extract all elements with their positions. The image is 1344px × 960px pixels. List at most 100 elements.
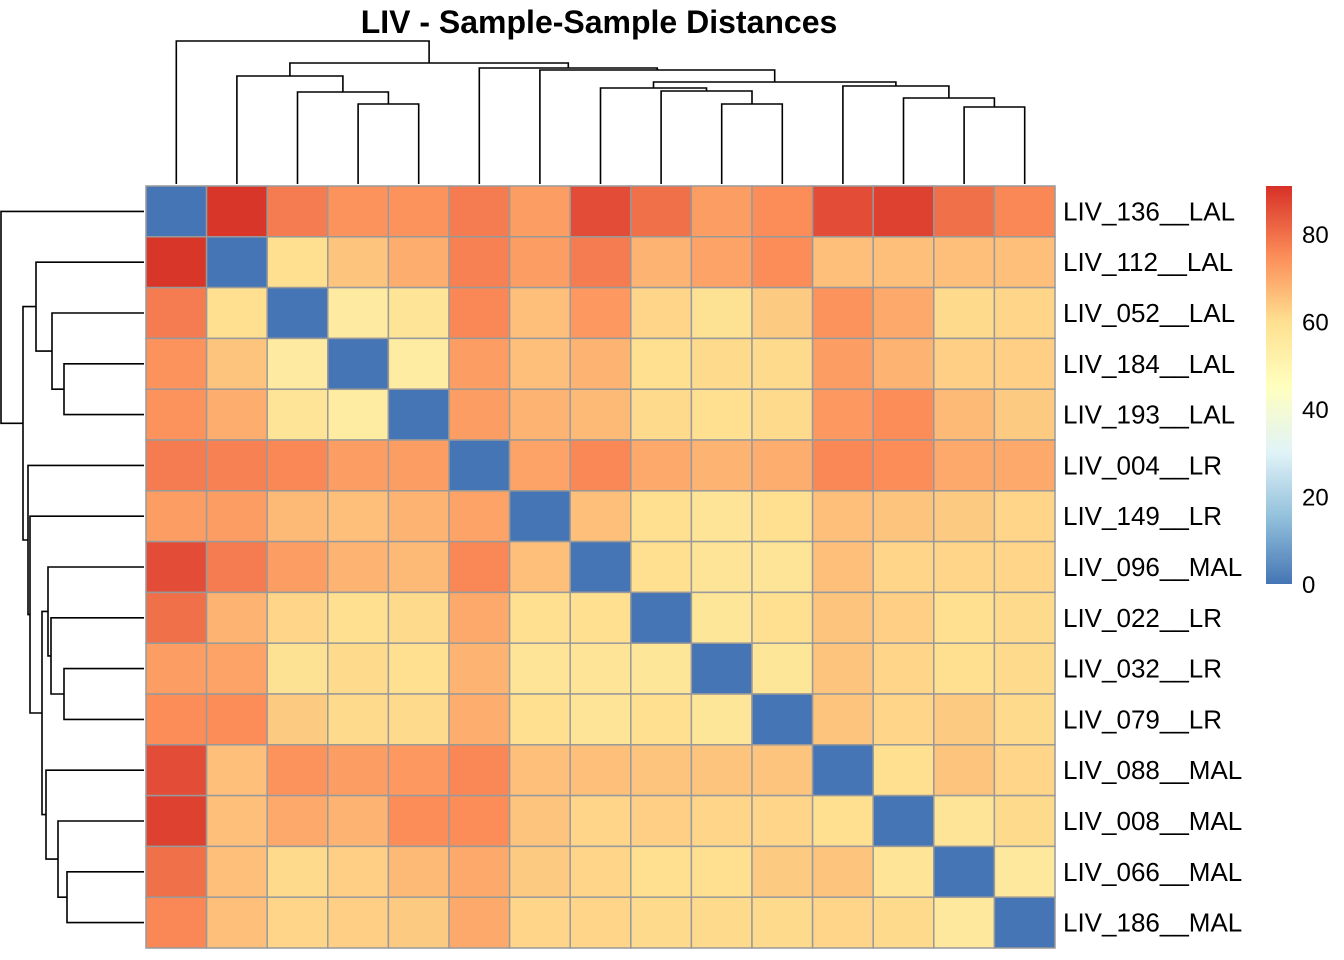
heatmap-cell [569, 591, 632, 644]
heatmap-cell [630, 337, 693, 390]
heatmap-cell [872, 540, 935, 594]
heatmap-cell [872, 642, 935, 695]
heatmap-cell [993, 642, 1056, 695]
heatmap-cell [448, 540, 511, 594]
heatmap-cell [448, 439, 511, 492]
dendrogram-branch [27, 464, 144, 616]
heatmap-cell [569, 896, 632, 949]
heatmap-cell [690, 642, 753, 695]
heatmap-cell [327, 540, 390, 594]
legend-tick-label: 40 [1302, 397, 1329, 424]
heatmap-cell [205, 236, 268, 289]
heatmap-cell [751, 185, 814, 238]
heatmap-cell [933, 337, 996, 390]
heatmap-cell [205, 845, 268, 898]
heatmap-cell [145, 388, 208, 441]
heatmap-cell [569, 236, 632, 289]
dendrogram-branch [29, 515, 144, 714]
heatmap-cell [387, 845, 450, 898]
heatmap-cell [690, 744, 753, 797]
heatmap-cell [508, 642, 571, 695]
heatmap-cell [811, 185, 874, 238]
heatmap-cell [751, 236, 814, 289]
heatmap-cell [205, 388, 268, 441]
heatmap-cell [933, 490, 996, 543]
heatmap-cell [266, 642, 329, 695]
heatmap-cell [933, 794, 996, 848]
heatmap-cell [630, 388, 693, 441]
heatmap-cell [933, 591, 996, 644]
row-label: LIV_088__MAL [1063, 755, 1242, 785]
row-label: LIV_096__MAL [1063, 552, 1242, 582]
heatmap-cell [872, 286, 935, 340]
heatmap-cell [751, 845, 814, 898]
color-legend-ticks: 0 20 40 60 80 [1302, 222, 1329, 599]
heatmap-cell [751, 286, 814, 340]
heatmap-cell [690, 286, 753, 340]
heatmap-cell [569, 845, 632, 898]
heatmap-cell [145, 693, 208, 746]
dendrogram-branch [720, 103, 784, 184]
heatmap-cell [630, 896, 693, 949]
heatmap-cell [569, 540, 632, 594]
heatmap-cell [630, 693, 693, 746]
heatmap-cell [327, 388, 390, 441]
heatmap-cell [387, 744, 450, 797]
dendrogram-branch [63, 363, 144, 416]
heatmap-cell [630, 185, 693, 238]
heatmap-cell [327, 591, 390, 644]
heatmap-cell [448, 286, 511, 340]
heatmap-cell [387, 693, 450, 746]
dendrogram-branch [22, 305, 36, 541]
heatmap-cell [448, 236, 511, 289]
heatmap-cell [630, 540, 693, 594]
heatmap-cell [811, 744, 874, 797]
heatmap-cell [145, 591, 208, 644]
legend-tick-label: 60 [1302, 310, 1329, 337]
heatmap-cell [508, 591, 571, 644]
heatmap-cell [630, 439, 693, 492]
heatmap-cell [205, 337, 268, 390]
dendrogram-branch [0, 210, 144, 425]
heatmap-cell [327, 794, 390, 848]
heatmap-cell [811, 337, 874, 390]
color-legend: 0 20 40 60 80 [1266, 186, 1329, 599]
heatmap-cell [993, 286, 1056, 340]
legend-tick-label: 20 [1302, 485, 1329, 512]
row-labels: LIV_136__LAL LIV_112__LAL LIV_052__LAL LIV_… [1063, 196, 1242, 937]
heatmap-cell [933, 286, 996, 340]
heatmap-cell [266, 896, 329, 949]
heatmap-cell [266, 845, 329, 898]
heatmap-cell [569, 286, 632, 340]
heatmap-cell [387, 490, 450, 543]
heatmap-cell [448, 591, 511, 644]
row-label: LIV_022__LR [1063, 603, 1222, 633]
heatmap-cell [145, 642, 208, 695]
heatmap-cell [569, 388, 632, 441]
heatmap-cell [751, 490, 814, 543]
heatmap-cell [630, 490, 693, 543]
heatmap-cell [327, 286, 390, 340]
heatmap-cell [751, 540, 814, 594]
heatmap-cell [205, 540, 268, 594]
heatmap-cell [690, 337, 753, 390]
heatmap-cell [872, 794, 935, 848]
heatmap-cell [508, 693, 571, 746]
heatmap-cell [993, 845, 1056, 898]
heatmap-cell [145, 540, 208, 594]
heatmap-cell [205, 185, 268, 238]
heatmap-cell [508, 744, 571, 797]
heatmap-cell [266, 794, 329, 848]
heatmap-cell [569, 185, 632, 238]
heatmap-cell [751, 439, 814, 492]
row-label: LIV_052__LAL [1063, 298, 1235, 328]
heatmap-cell [630, 794, 693, 848]
heatmap-cell [145, 744, 208, 797]
heatmap-cell [569, 693, 632, 746]
heatmap-cell [751, 744, 814, 797]
heatmap-cell [145, 845, 208, 898]
heatmap-cell [448, 388, 511, 441]
heatmap-cell [205, 896, 268, 949]
heatmap-cell [993, 794, 1056, 848]
heatmap-cell [145, 439, 208, 492]
